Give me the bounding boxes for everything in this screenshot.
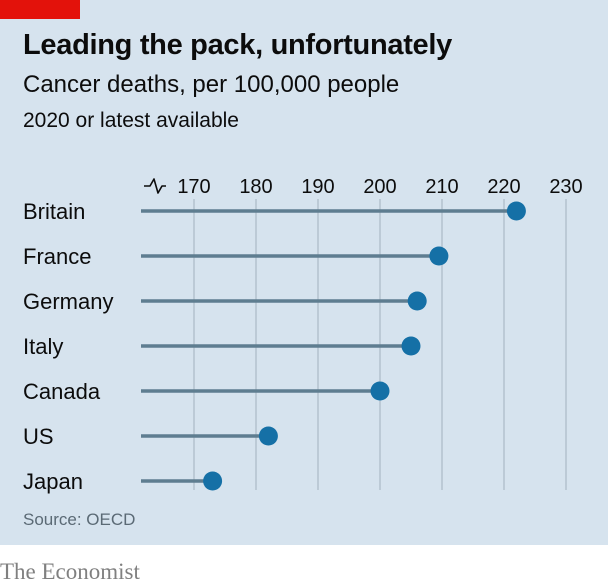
chart-panel	[0, 0, 608, 545]
category-label: Canada	[23, 379, 101, 404]
category-label: Japan	[23, 469, 83, 494]
data-point	[258, 426, 278, 446]
chart-title: Leading the pack, unfortunately	[23, 29, 452, 61]
chart-note: 2020 or latest available	[23, 109, 239, 132]
x-tick-label: 210	[425, 176, 458, 198]
data-point	[429, 246, 449, 266]
x-tick-label: 220	[487, 176, 520, 198]
data-point	[401, 336, 421, 356]
category-label: Germany	[23, 289, 113, 314]
chart-subtitle: Cancer deaths, per 100,000 people	[23, 71, 400, 98]
category-label: France	[23, 244, 91, 269]
x-tick-label: 170	[177, 176, 210, 198]
x-tick-label: 230	[549, 176, 582, 198]
source-note: Source: OECD	[23, 510, 136, 529]
data-point	[506, 201, 526, 221]
x-tick-label: 190	[301, 176, 334, 198]
category-label: US	[23, 424, 54, 449]
dot-plot-chart: 170 180 190 200 210 220 230 Britain France Germa…	[23, 176, 583, 494]
x-tick-label: 180	[239, 176, 272, 198]
data-point	[370, 381, 390, 401]
axis-break-icon	[144, 178, 166, 194]
data-point	[203, 471, 223, 491]
category-label: Italy	[23, 334, 63, 359]
x-tick-label: 200	[363, 176, 396, 198]
brand-red-tag	[0, 0, 80, 19]
category-label: Britain	[23, 199, 85, 224]
chart-rows: Britain France Germany Italy Canada US Japan	[23, 199, 526, 494]
publisher-logo: The Economist	[0, 559, 140, 584]
data-point	[407, 291, 427, 311]
x-axis-ticks: 170 180 190 200 210 220 230	[144, 176, 583, 198]
